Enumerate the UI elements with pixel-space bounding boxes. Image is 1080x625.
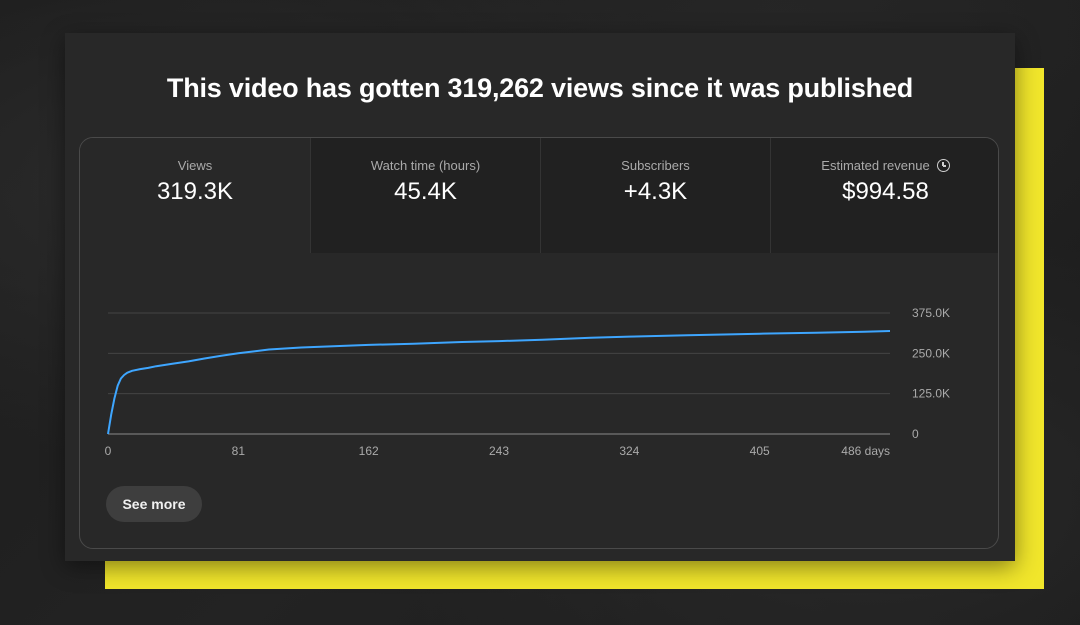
metric-label: Views — [177, 158, 213, 173]
y-tick-label: 0 — [912, 427, 919, 441]
tab-estimated-revenue[interactable]: Estimated revenue $994.58 — [770, 138, 998, 253]
y-tick-label: 250.0K — [912, 346, 950, 360]
metric-label: Subscribers — [621, 158, 690, 173]
metric-value: +4.3K — [623, 178, 688, 205]
y-tick-label: 375.0K — [912, 306, 950, 320]
x-tick-label: 162 — [359, 444, 379, 458]
analytics-card: Views 319.3K Watch time (hours) 45.4K Su… — [79, 137, 999, 549]
clock-icon[interactable] — [936, 159, 950, 172]
metric-label-row: Estimated revenue — [771, 158, 998, 173]
metric-value: 45.4K — [394, 178, 457, 205]
tab-views[interactable]: Views 319.3K — [80, 138, 310, 253]
tab-subscribers[interactable]: Subscribers +4.3K — [540, 138, 770, 253]
x-tick-label: 486 days — [841, 444, 890, 458]
metric-value: 319.3K — [156, 178, 234, 205]
metric-value: $994.58 — [842, 178, 929, 205]
x-tick-label: 81 — [232, 444, 246, 458]
page-title: This video has gotten 319,262 views sinc… — [166, 73, 914, 103]
views-line-chart: 0 125.0K 250.0K 375.0K 0 81 162 243 324 405 486 d… — [105, 306, 950, 458]
metric-label: Watch time (hours) — [370, 158, 481, 173]
y-tick-label: 125.0K — [912, 387, 950, 401]
series-line-views — [107, 330, 891, 435]
x-tick-label: 0 — [105, 444, 112, 458]
tab-watch-time[interactable]: Watch time (hours) 45.4K — [310, 138, 540, 253]
analytics-panel: This video has gotten 319,262 views sinc… — [65, 33, 1015, 561]
x-tick-label: 243 — [489, 444, 509, 458]
metric-tabs: Views 319.3K Watch time (hours) 45.4K Su… — [80, 138, 998, 253]
x-tick-label: 324 — [619, 444, 639, 458]
see-more-button[interactable]: See more — [106, 486, 202, 522]
x-tick-label: 405 — [750, 444, 770, 458]
metric-label: Estimated revenue — [821, 158, 930, 173]
